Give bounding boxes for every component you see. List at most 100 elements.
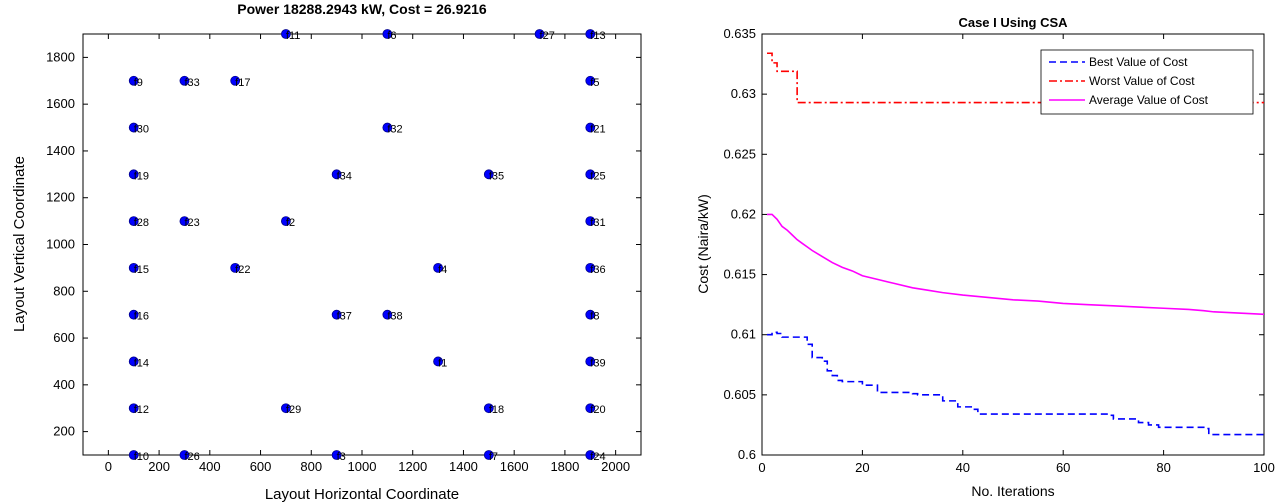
layout-chart-title: Power 18288.2943 kW, Cost = 26.9216 — [237, 1, 487, 17]
turbine-marker — [281, 403, 291, 414]
layout-y-tick-label: 200 — [53, 424, 75, 439]
series-line-1 — [767, 331, 1265, 436]
turbine-label: f20 — [590, 404, 605, 416]
cost-x-tick-label: 20 — [855, 460, 869, 475]
turbine-label: f9 — [134, 77, 143, 89]
cost-y-axis-label: Cost (Naira/kW) — [695, 194, 711, 294]
turbine-label: f4 — [438, 264, 447, 276]
layout-y-tick-label: 400 — [53, 377, 75, 392]
layout-scatter-chart: 0 200 400 600 800 1000 1200 1400 1600 1800 2000 200… — [11, 1, 642, 503]
cost-x-tick-label: 60 — [1056, 460, 1070, 475]
turbine-marker — [230, 262, 241, 273]
turbine-label: f7 — [489, 451, 498, 463]
layout-x-axis-label: Layout Horizontal Coordinate — [265, 486, 459, 503]
layout-y-tick-label: 1200 — [46, 190, 75, 205]
turbine-label: f37 — [337, 311, 352, 323]
layout-x-tick-label: 800 — [300, 459, 322, 474]
turbine-marker — [230, 75, 241, 86]
turbine-marker — [585, 450, 596, 460]
turbine-label: f29 — [286, 404, 301, 416]
turbine-marker — [585, 122, 596, 133]
turbine-marker — [128, 309, 139, 320]
turbine-marker — [433, 262, 443, 273]
turbine-marker — [585, 75, 596, 86]
cost-y-tick-label: 0.62 — [731, 206, 756, 221]
turbine-marker — [433, 356, 443, 367]
layout-y-tick-label: 1400 — [46, 143, 75, 158]
layout-y-tick-label: 1600 — [46, 96, 75, 111]
turbine-label: f2 — [286, 217, 295, 229]
turbine-label: f31 — [590, 217, 605, 229]
turbine-label: f34 — [337, 170, 352, 182]
turbine-label: f22 — [235, 264, 250, 276]
turbine-label: f25 — [590, 170, 605, 182]
turbine-marker — [483, 169, 494, 180]
turbine-marker — [585, 169, 596, 180]
turbine-label: f27 — [540, 30, 555, 42]
layout-x-tick-label: 2000 — [601, 459, 630, 474]
turbine-label: f15 — [134, 264, 149, 276]
cost-y-tick-label: 0.625 — [723, 146, 756, 161]
layout-x-tick-label: 1600 — [500, 459, 529, 474]
turbine-label: f32 — [387, 124, 402, 136]
turbine-label: f6 — [387, 30, 396, 42]
legend-label: Worst Value of Cost — [1089, 74, 1195, 88]
layout-y-tick-label: 1800 — [46, 49, 75, 64]
layout-x-tick-label: 0 — [105, 459, 112, 474]
turbine-marker — [128, 75, 139, 86]
turbine-marker — [128, 450, 139, 460]
turbine-label: f11 — [286, 30, 300, 42]
turbine-marker — [483, 450, 494, 460]
turbine-label: f26 — [184, 451, 199, 463]
turbine-marker — [128, 216, 139, 227]
legend-label: Average Value of Cost — [1089, 93, 1209, 107]
cost-x-axis-label: No. Iterations — [971, 483, 1054, 499]
turbine-label: f3 — [337, 451, 346, 463]
turbine-marker — [281, 216, 291, 227]
turbine-marker — [128, 403, 139, 414]
turbine-marker — [128, 262, 139, 273]
turbine-marker — [585, 403, 596, 414]
turbine-label: f38 — [387, 311, 402, 323]
turbine-marker — [382, 309, 393, 320]
cost-x-tick-label: 100 — [1253, 460, 1275, 475]
turbine-label: f12 — [134, 404, 149, 416]
turbine-marker — [331, 309, 342, 320]
turbine-marker — [585, 309, 596, 320]
turbine-label: f21 — [590, 124, 605, 136]
turbine-label: f39 — [590, 357, 605, 369]
layout-x-tick-label: 600 — [250, 459, 272, 474]
turbine-label: f17 — [235, 77, 250, 89]
legend-label: Best Value of Cost — [1089, 55, 1188, 69]
cost-y-tick-label: 0.635 — [723, 26, 756, 41]
layout-y-axis-label: Layout Vertical Coordinate — [11, 156, 28, 332]
turbine-label: f10 — [134, 451, 149, 463]
turbine-marker — [128, 122, 139, 133]
cost-y-tick-label: 0.63 — [731, 86, 756, 101]
series-line-3 — [767, 213, 1265, 316]
layout-x-tick-label: 400 — [199, 459, 221, 474]
turbine-marker — [179, 75, 190, 86]
turbine-marker — [585, 29, 596, 39]
turbine-marker — [128, 169, 139, 180]
turbine-marker — [179, 450, 190, 460]
turbine-label: f8 — [590, 311, 599, 323]
cost-y-tick-label: 0.6 — [738, 447, 756, 462]
layout-x-tick-label: 200 — [148, 459, 170, 474]
cost-x-tick-label: 80 — [1156, 460, 1170, 475]
turbine-marker — [331, 450, 342, 460]
layout-x-tick-label: 1400 — [449, 459, 478, 474]
cost-x-tick-label: 40 — [956, 460, 970, 475]
cost-x-tick-label: 0 — [758, 460, 765, 475]
turbine-label: f23 — [184, 217, 199, 229]
turbine-marker — [331, 169, 342, 180]
turbine-label: f5 — [590, 77, 599, 89]
turbine-marker — [179, 216, 190, 227]
layout-x-tick-label: 1000 — [348, 459, 377, 474]
legend-box — [1040, 49, 1254, 115]
turbine-marker — [382, 122, 393, 133]
layout-y-tick-label: 1000 — [46, 237, 75, 252]
cost-y-tick-label: 0.61 — [731, 327, 756, 342]
cost-chart-title: Case I Using CSA — [958, 15, 1068, 30]
